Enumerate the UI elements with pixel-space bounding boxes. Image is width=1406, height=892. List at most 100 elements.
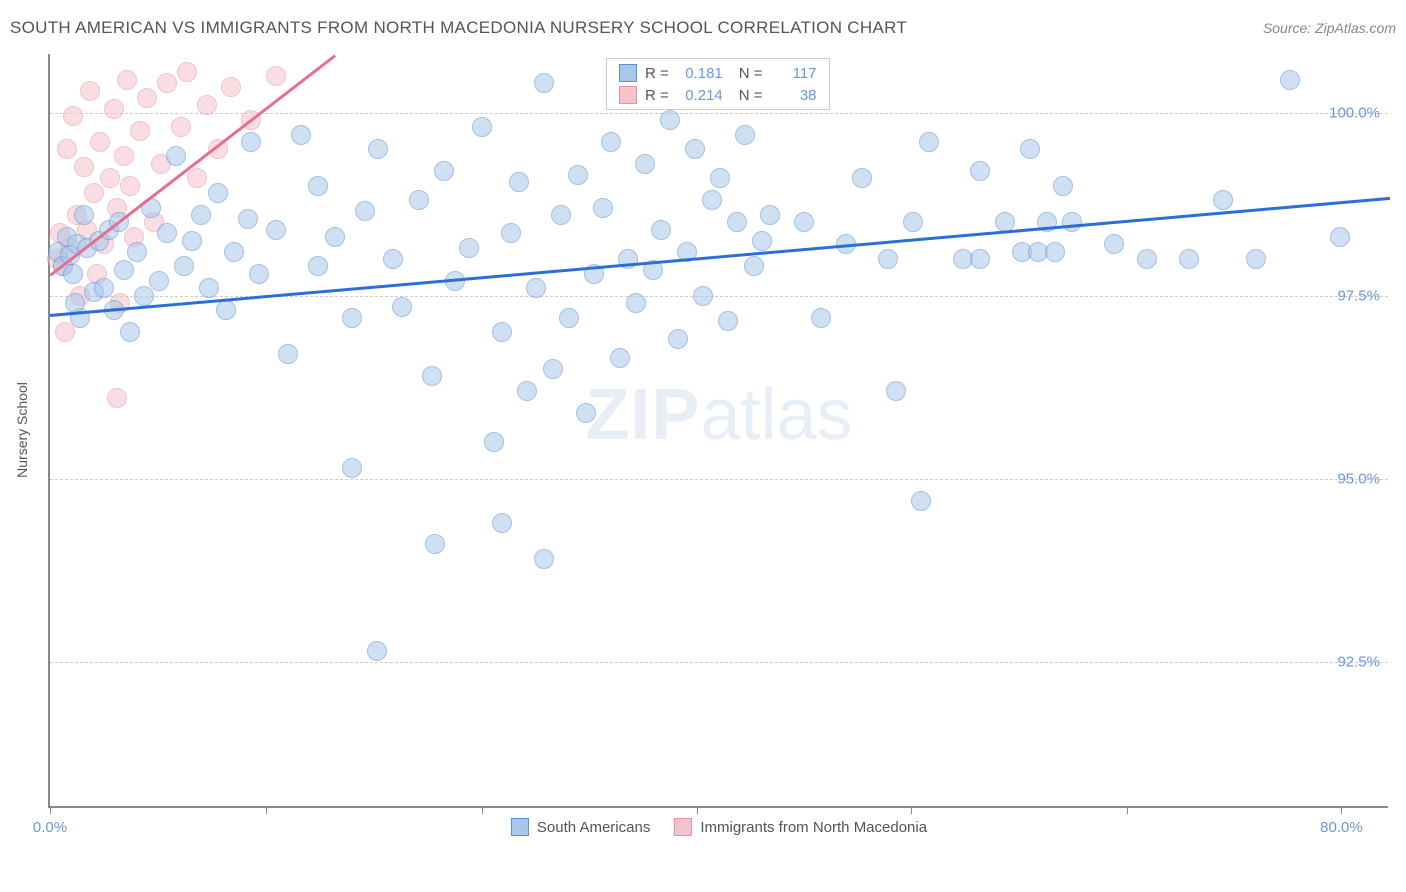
- data-point: [383, 249, 403, 269]
- y-tick-label: 92.5%: [1337, 653, 1380, 670]
- data-point: [568, 165, 588, 185]
- data-point: [149, 271, 169, 291]
- y-tick-label: 95.0%: [1337, 470, 1380, 487]
- x-tick-mark: [50, 806, 51, 814]
- n-value: 38: [771, 87, 817, 104]
- gridline: [50, 479, 1388, 480]
- data-point: [90, 132, 110, 152]
- data-point: [65, 293, 85, 313]
- r-value: 0.214: [677, 87, 723, 104]
- data-point: [718, 311, 738, 331]
- legend-swatch: [511, 818, 529, 836]
- data-point: [425, 534, 445, 554]
- data-point: [878, 249, 898, 269]
- source-attribution: Source: ZipAtlas.com: [1263, 20, 1396, 36]
- data-point: [114, 146, 134, 166]
- watermark: ZIPatlas: [585, 374, 852, 456]
- data-point: [559, 308, 579, 328]
- data-point: [517, 381, 537, 401]
- data-point: [199, 278, 219, 298]
- n-value: 117: [771, 65, 817, 82]
- data-point: [1020, 139, 1040, 159]
- stats-legend-row: R =0.181N =117: [607, 62, 829, 84]
- data-point: [216, 300, 236, 320]
- data-point: [182, 231, 202, 251]
- data-point: [355, 201, 375, 221]
- data-point: [484, 432, 504, 452]
- data-point: [100, 168, 120, 188]
- x-tick-mark: [911, 806, 912, 814]
- data-point: [249, 264, 269, 284]
- x-tick-mark: [1341, 806, 1342, 814]
- y-tick-label: 97.5%: [1337, 287, 1380, 304]
- data-point: [308, 256, 328, 276]
- y-tick-label: 100.0%: [1329, 104, 1380, 121]
- data-point: [120, 176, 140, 196]
- data-point: [94, 278, 114, 298]
- r-label: R =: [645, 65, 669, 82]
- x-tick-label: 80.0%: [1320, 819, 1363, 836]
- data-point: [744, 256, 764, 276]
- data-point: [278, 344, 298, 364]
- data-point: [266, 66, 286, 86]
- data-point: [693, 286, 713, 306]
- data-point: [811, 308, 831, 328]
- data-point: [1045, 242, 1065, 262]
- data-point: [166, 146, 186, 166]
- data-point: [104, 99, 124, 119]
- data-point: [1137, 249, 1157, 269]
- gridline: [50, 662, 1388, 663]
- data-point: [409, 190, 429, 210]
- chart-title: SOUTH AMERICAN VS IMMIGRANTS FROM NORTH …: [10, 18, 907, 38]
- data-point: [221, 77, 241, 97]
- stats-legend-row: R =0.214N =38: [607, 84, 829, 106]
- data-point: [434, 161, 454, 181]
- data-point: [84, 183, 104, 203]
- scatter-plot-area: ZIPatlas Nursery School 92.5%95.0%97.5%1…: [48, 54, 1388, 808]
- stats-legend: R =0.181N =117R =0.214N =38: [606, 58, 830, 110]
- data-point: [157, 223, 177, 243]
- data-point: [492, 513, 512, 533]
- data-point: [970, 161, 990, 181]
- r-value: 0.181: [677, 65, 723, 82]
- series-legend-item: South Americans: [511, 818, 650, 836]
- data-point: [1062, 212, 1082, 232]
- data-point: [308, 176, 328, 196]
- data-point: [63, 106, 83, 126]
- data-point: [576, 403, 596, 423]
- data-point: [472, 117, 492, 137]
- data-point: [509, 172, 529, 192]
- data-point: [117, 70, 137, 90]
- data-point: [970, 249, 990, 269]
- data-point: [224, 242, 244, 262]
- x-tick-mark: [1127, 806, 1128, 814]
- data-point: [735, 125, 755, 145]
- data-point: [1179, 249, 1199, 269]
- data-point: [501, 223, 521, 243]
- data-point: [63, 264, 83, 284]
- data-point: [1053, 176, 1073, 196]
- data-point: [1213, 190, 1233, 210]
- data-point: [57, 139, 77, 159]
- data-point: [120, 322, 140, 342]
- data-point: [626, 293, 646, 313]
- data-point: [526, 278, 546, 298]
- data-point: [1104, 234, 1124, 254]
- data-point: [241, 132, 261, 152]
- legend-swatch: [619, 64, 637, 82]
- data-point: [492, 322, 512, 342]
- data-point: [710, 168, 730, 188]
- data-point: [325, 227, 345, 247]
- data-point: [74, 205, 94, 225]
- data-point: [727, 212, 747, 232]
- data-point: [422, 366, 442, 386]
- x-tick-mark: [697, 806, 698, 814]
- data-point: [197, 95, 217, 115]
- x-tick-mark: [482, 806, 483, 814]
- data-point: [911, 491, 931, 511]
- data-point: [685, 139, 705, 159]
- data-point: [1280, 70, 1300, 90]
- data-point: [593, 198, 613, 218]
- data-point: [266, 220, 286, 240]
- data-point: [551, 205, 571, 225]
